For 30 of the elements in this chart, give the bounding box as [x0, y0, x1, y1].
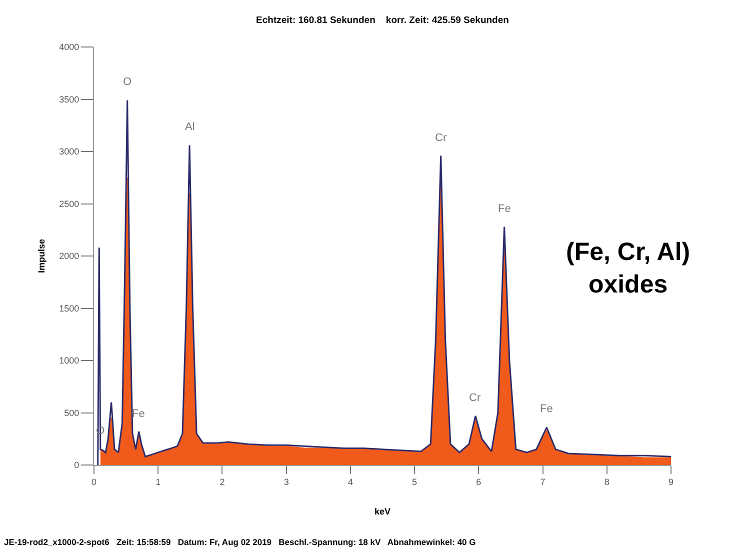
annotation: Cr [469, 392, 481, 404]
y-axis-title: Impulse [36, 238, 47, 274]
x-tick-label: 8 [604, 476, 610, 487]
annotation: O [123, 76, 132, 88]
x-tick-label: 1 [156, 476, 161, 487]
y-tick-label: 500 [64, 408, 80, 418]
x-tick-label: 6 [476, 476, 482, 487]
annotation: Fe [498, 203, 511, 215]
y-tick-label: 4000 [59, 42, 80, 52]
y-tick-label: 1500 [59, 303, 80, 314]
x-tick-label: 2 [220, 476, 225, 487]
x-tick-label: 4 [348, 476, 353, 487]
annotation: Fe [540, 403, 553, 415]
text: JE-19-rod2_x1000-2-spot6 Zeit: 15:58:59 Datum: Fr, Aug 02 2019 Beschl.-Spannung: 18 kV Abnahmewinkel: 40 G [4, 537, 476, 547]
x-tick-label: 7 [540, 476, 546, 487]
y-tick-label: 2500 [59, 198, 80, 209]
y-tick-label: 3500 [59, 94, 80, 104]
x-axis-title: keV [374, 506, 391, 517]
annotation: Cr [435, 132, 447, 144]
chart-title: Echtzeit: 160.81 Sekunden korr. Zeit: 425.59 Sekunden [256, 14, 510, 26]
y-tick-label: 1000 [59, 356, 80, 366]
x-tick-label: 3 [284, 476, 289, 487]
x-tick-label: 0 [91, 476, 97, 487]
y-tick-label: 0 [74, 460, 80, 470]
y-tick-label: 3000 [59, 146, 80, 157]
x-tick-label: 5 [412, 476, 418, 487]
annotation: Al [185, 121, 195, 133]
y-tick-label: 2000 [59, 251, 80, 262]
annotation: (Fe, Cr, Al) oxides [566, 238, 690, 298]
x-tick-label: 9 [668, 476, 674, 487]
